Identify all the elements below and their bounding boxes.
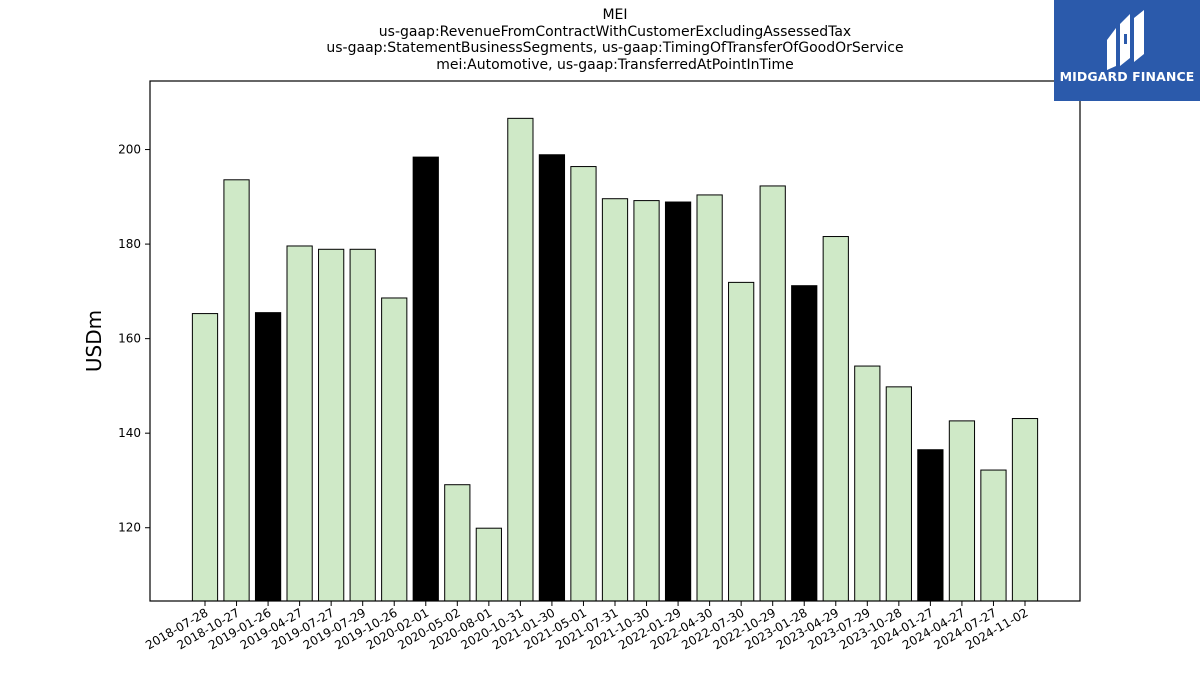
bar-2019-10-26 bbox=[381, 297, 408, 602]
chart-title-line-4: mei:Automotive, us-gaap:TransferredAtPoi… bbox=[436, 57, 794, 73]
chart-title-line-1: MEI bbox=[602, 7, 628, 23]
bar-2023-04-29 bbox=[822, 236, 849, 602]
y-tick-label: 120 bbox=[118, 521, 141, 535]
bar-2024-07-27 bbox=[980, 469, 1007, 602]
bar-2020-05-02 bbox=[444, 484, 471, 602]
y-axis-label: USDm bbox=[82, 310, 106, 372]
logo-mark-icon bbox=[1107, 10, 1144, 70]
x-axis-ticks: 2018-07-282018-10-272019-01-262019-04-27… bbox=[143, 601, 1031, 652]
y-axis-ticks: 120 140 160 180 200 bbox=[118, 143, 150, 535]
bar-2024-04-27 bbox=[948, 420, 976, 602]
y-tick-label: 200 bbox=[118, 143, 141, 157]
bar-2024-01-27 bbox=[917, 449, 944, 602]
chart-title-line-3: us-gaap:StatementBusinessSegments, us-ga… bbox=[326, 40, 904, 56]
bar-2019-07-29 bbox=[349, 248, 376, 602]
bar-2020-08-01 bbox=[475, 527, 502, 602]
bar-2020-10-31 bbox=[507, 117, 534, 602]
chart-title-line-2: us-gaap:RevenueFromContractWithCustomerE… bbox=[378, 24, 852, 40]
bar-2021-07-31 bbox=[601, 198, 629, 602]
bar-2023-07-29 bbox=[854, 365, 881, 602]
bar-2022-04-30 bbox=[696, 194, 723, 602]
y-tick-label: 180 bbox=[118, 237, 141, 251]
bar-2019-04-27 bbox=[286, 245, 313, 602]
bar-2019-01-26 bbox=[254, 312, 282, 602]
bar-2021-01-30 bbox=[538, 154, 566, 602]
y-tick-label: 160 bbox=[118, 332, 141, 346]
bar-2020-02-01 bbox=[412, 156, 439, 602]
bars-group bbox=[191, 117, 1039, 602]
bar-2019-07-27 bbox=[318, 248, 345, 602]
bar-2022-10-29 bbox=[759, 185, 786, 602]
plot-frame bbox=[149, 80, 1081, 602]
logo-text: MIDGARD FINANCE bbox=[1059, 69, 1195, 84]
bar-2021-10-30 bbox=[633, 200, 660, 602]
bar-2024-11-02 bbox=[1011, 418, 1039, 602]
midgard-finance-logo: MIDGARD FINANCE bbox=[1054, 0, 1200, 101]
bar-2023-10-28 bbox=[885, 386, 912, 602]
bar-2018-10-27 bbox=[223, 179, 250, 602]
bar-2022-07-30 bbox=[728, 281, 755, 602]
bar-2022-01-29 bbox=[664, 201, 692, 602]
bar-2018-07-28 bbox=[191, 313, 219, 602]
bar-2023-01-28 bbox=[791, 285, 818, 602]
bar-2021-05-01 bbox=[570, 166, 597, 602]
y-tick-label: 140 bbox=[118, 426, 141, 440]
